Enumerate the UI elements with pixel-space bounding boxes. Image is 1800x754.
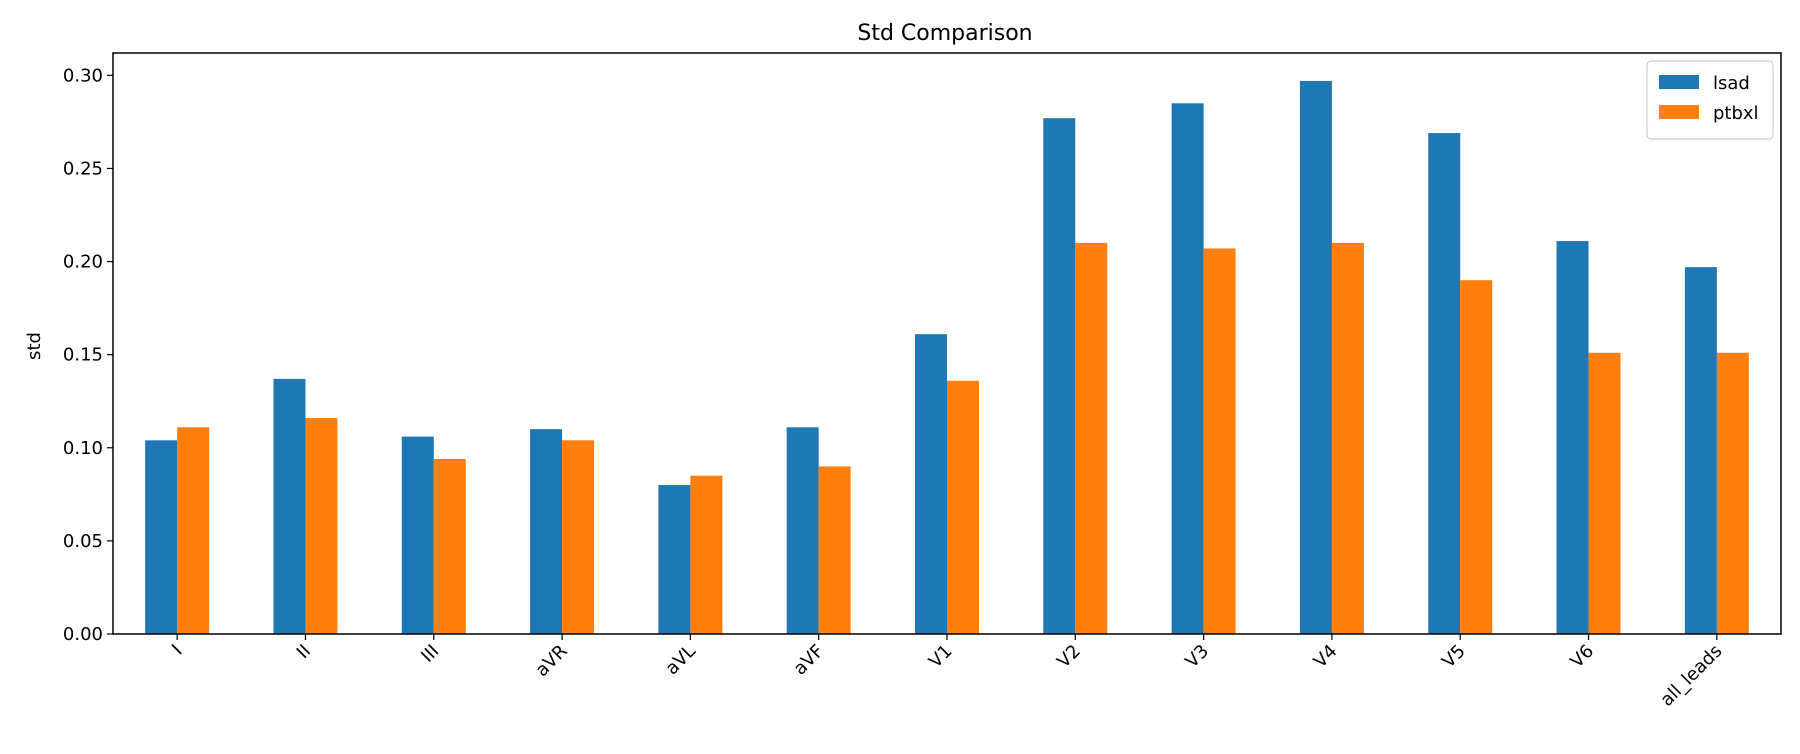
y-tick-label: 0.30 bbox=[63, 65, 103, 86]
bar-lsad-aVR bbox=[530, 429, 563, 634]
bar-ptbxl-I bbox=[177, 427, 210, 634]
x-tick-label: aVL bbox=[661, 641, 699, 679]
bar-lsad-V1 bbox=[915, 334, 947, 634]
bar-lsad-V4 bbox=[1299, 80, 1332, 635]
bar-ptbxl-all_leads bbox=[1716, 352, 1749, 634]
y-axis-label: std bbox=[24, 332, 45, 360]
legend-label-lsad: lsad bbox=[1713, 73, 1750, 94]
x-tick-label: I bbox=[168, 641, 187, 660]
plot-frame bbox=[112, 52, 1782, 635]
bar-lsad-V6 bbox=[1556, 241, 1589, 634]
y-tick-label: 0.00 bbox=[63, 624, 103, 645]
y-tick-label: 0.25 bbox=[63, 158, 103, 179]
y-axis: 0.00 0.05 0.10 0.15 0.20 0.25 0.30 bbox=[63, 65, 113, 645]
x-tick-label: V2 bbox=[1053, 641, 1085, 673]
bar-ptbxl-III bbox=[433, 458, 466, 634]
x-tick-label: aVR bbox=[531, 641, 571, 681]
legend-swatch-lsad bbox=[1659, 75, 1699, 89]
y-tick-label: 0.15 bbox=[63, 345, 103, 366]
x-tick-label: aVF bbox=[790, 641, 829, 680]
x-tick-label: all_leads bbox=[1656, 641, 1726, 711]
bar-ptbxl-aVF bbox=[818, 466, 851, 634]
bar-lsad-II bbox=[273, 378, 306, 634]
bar-ptbxl-V3 bbox=[1203, 248, 1236, 634]
x-tick-label: V3 bbox=[1181, 641, 1213, 673]
bar-ptbxl-aVR bbox=[562, 440, 595, 634]
legend-swatch-ptbxl bbox=[1659, 105, 1699, 119]
x-tick-label: V1 bbox=[925, 641, 957, 673]
bar-lsad-III bbox=[401, 436, 434, 634]
bar-lsad-aVF bbox=[786, 427, 819, 634]
y-tick-label: 0.20 bbox=[63, 252, 103, 273]
bar-lsad-all_leads bbox=[1684, 267, 1717, 634]
bar-ptbxl-V4 bbox=[1331, 242, 1364, 634]
bar-lsad-V5 bbox=[1428, 133, 1461, 634]
bar-lsad-aVL bbox=[658, 485, 691, 634]
bar-ptbxl-II bbox=[305, 417, 338, 634]
bar-ptbxl-V2 bbox=[1075, 242, 1108, 634]
x-tick-label: V5 bbox=[1438, 641, 1470, 673]
x-tick-label: V6 bbox=[1566, 641, 1598, 673]
bars-group bbox=[145, 80, 1749, 635]
x-axis: I II III aVR aVL aVF V1 V2 V3 V4 V5 V6 all_leads bbox=[168, 634, 1726, 711]
bar-lsad-V2 bbox=[1043, 118, 1076, 635]
bar-ptbxl-aVL bbox=[690, 475, 723, 634]
x-tick-label: V4 bbox=[1310, 641, 1342, 673]
chart-title: Std Comparison bbox=[857, 21, 1032, 46]
y-tick-label: 0.05 bbox=[63, 531, 103, 552]
legend-box bbox=[1646, 60, 1774, 140]
bar-ptbxl-V5 bbox=[1460, 280, 1493, 634]
legend-label-ptbxl: ptbxl bbox=[1713, 103, 1759, 124]
bar-ptbxl-V1 bbox=[947, 380, 979, 634]
bar-lsad-I bbox=[145, 440, 178, 634]
y-tick-label: 0.10 bbox=[63, 438, 103, 459]
x-tick-label: II bbox=[293, 641, 315, 663]
bar-lsad-V3 bbox=[1171, 103, 1204, 634]
bar-ptbxl-V6 bbox=[1588, 352, 1621, 634]
x-tick-label: III bbox=[417, 641, 443, 667]
legend: lsad ptbxl bbox=[1646, 60, 1774, 140]
